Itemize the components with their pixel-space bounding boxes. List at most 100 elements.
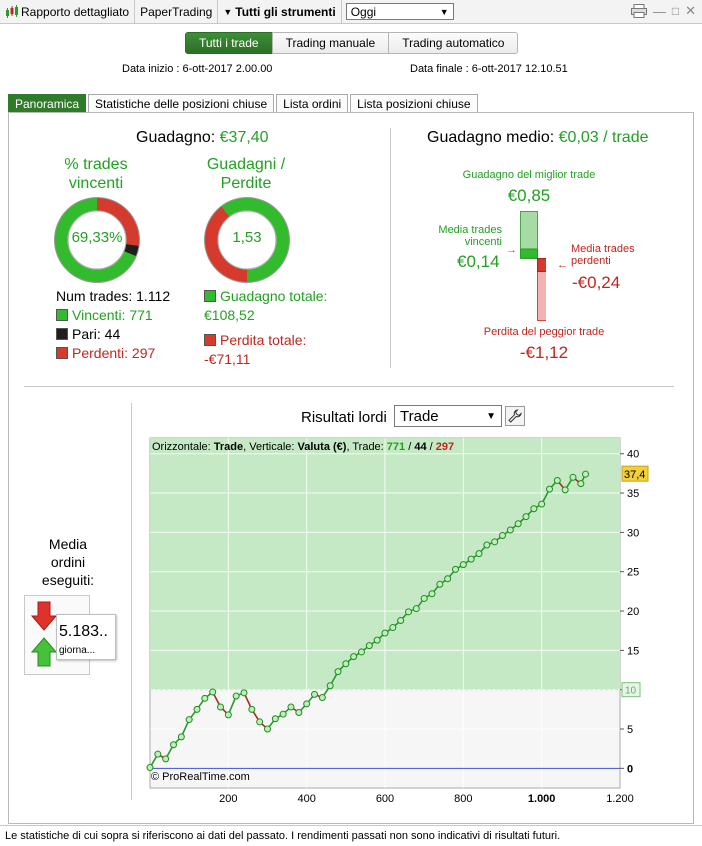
report-menu[interactable]: Rapporto dettagliato xyxy=(0,0,136,24)
avg-orders-label: Media ordini eseguiti: xyxy=(24,535,112,589)
avg-win-label-line1: Media trades xyxy=(438,224,502,236)
chart-header-sep2: / xyxy=(427,441,436,453)
instruments-label: Tutti gli strumenti xyxy=(235,4,336,19)
chart-header-winners: 771 xyxy=(387,441,405,453)
disclaimer-footer: Le statistiche di cui sopra si riferisco… xyxy=(0,825,702,846)
trade-point xyxy=(412,605,420,613)
report-label: Rapporto dettagliato xyxy=(21,4,130,19)
threshold-badge-bg xyxy=(621,682,641,698)
trade-point xyxy=(318,694,326,702)
account-selector[interactable]: PaperTrading xyxy=(135,0,219,24)
chart-header-mid: , Verticale: xyxy=(243,441,297,453)
tab-closed-positions-stats[interactable]: Statistiche delle posizioni chiuse xyxy=(88,94,275,112)
results-dropdown[interactable]: Trade ▼ xyxy=(394,405,502,427)
trade-point xyxy=(381,629,389,637)
chart-left-divider xyxy=(131,403,132,800)
auto-trading-button[interactable]: Trading automatico xyxy=(388,32,519,54)
x-tick-label: 600 xyxy=(376,793,394,804)
best-trade-value: €0,85 xyxy=(507,186,551,205)
trade-point xyxy=(420,594,428,602)
trade-point xyxy=(444,575,452,583)
gain-loss-title-line2: Perdite xyxy=(220,175,272,192)
win-rate-title: % trades vincenti xyxy=(50,155,142,193)
threshold-badge: 10 xyxy=(621,682,641,698)
gain-loss-donut xyxy=(204,197,290,283)
trade-counts: Num trades: 1.112 Vincenti: 771 Pari: 44… xyxy=(56,287,170,363)
gain-value: €37,40 xyxy=(219,129,269,146)
tab-bar: Panoramica Statistiche delle posizioni c… xyxy=(8,94,480,112)
losers-count: Perdenti: 297 xyxy=(72,345,156,361)
trade-point xyxy=(459,561,467,569)
trade-point xyxy=(514,520,522,528)
caret-down-icon: ▼ xyxy=(223,6,233,17)
trade-point xyxy=(491,538,499,546)
win-rate-title-line2: vincenti xyxy=(68,175,124,192)
all-trades-button[interactable]: Tutti i trade xyxy=(185,32,273,54)
win-rate-donut xyxy=(54,197,140,283)
trade-point xyxy=(287,703,295,711)
manual-trading-button[interactable]: Trading manuale xyxy=(271,32,390,54)
last-value-badge: 37,4 xyxy=(621,465,649,482)
winners-row: Vincenti: 771 xyxy=(56,306,170,325)
trade-point xyxy=(452,565,459,573)
total-gain-row: Guadagno totale: xyxy=(204,287,327,306)
trade-point xyxy=(256,718,264,726)
instruments-dropdown[interactable]: ▼ Tutti gli strumenti xyxy=(218,0,342,24)
total-gain-value: €108,52 xyxy=(204,307,255,323)
tab-overview[interactable]: Panoramica xyxy=(8,94,87,112)
winners-swatch xyxy=(56,309,68,321)
section-divider xyxy=(390,128,391,368)
y-tick-label: 5 xyxy=(627,724,633,736)
trade-point xyxy=(232,692,240,700)
trade-point xyxy=(326,682,334,690)
chart-settings-button[interactable] xyxy=(505,406,525,426)
trade-point xyxy=(154,750,162,758)
period-dropdown[interactable]: Oggi ▼ xyxy=(345,3,454,20)
trade-point xyxy=(436,580,444,588)
minimize-icon[interactable]: — xyxy=(652,3,666,19)
maximize-icon[interactable]: □ xyxy=(671,4,680,18)
trade-point xyxy=(530,505,538,513)
period-value: Oggi xyxy=(350,4,377,19)
avg-orders-box: 5.183.. giorna... xyxy=(56,614,116,660)
trade-point xyxy=(193,705,201,713)
last-value-badge-label: 37,4 xyxy=(624,469,645,481)
trade-point xyxy=(162,755,170,763)
trade-point xyxy=(506,526,514,534)
trade-point xyxy=(405,608,412,616)
winners-count: Vincenti: 771 xyxy=(72,307,153,323)
trade-point xyxy=(185,716,193,724)
close-icon[interactable]: ✕ xyxy=(685,3,696,18)
avg-orders-label-line1: Media xyxy=(48,536,88,552)
tab-closed-positions-list[interactable]: Lista posizioni chiuse xyxy=(350,94,478,112)
trade-point xyxy=(389,624,397,632)
dropdown-arrow-icon: ▼ xyxy=(439,6,449,17)
trade-point xyxy=(224,711,232,719)
avg-loss-label: Media trades perdenti xyxy=(571,243,635,267)
trade-point xyxy=(209,688,217,696)
avg-orders-value: 5.183.. xyxy=(59,623,108,640)
trade-type-switch: Tutti i trade Trading manuale Trading au… xyxy=(185,32,519,54)
even-swatch xyxy=(56,328,68,340)
trade-point xyxy=(553,476,561,484)
print-icon[interactable] xyxy=(630,4,647,18)
y-tick-label: 15 xyxy=(627,645,639,657)
trade-point xyxy=(303,700,311,708)
tab-orders-list[interactable]: Lista ordini xyxy=(276,94,349,112)
win-rate-title-line1: % trades xyxy=(64,156,128,173)
total-loss-label: Perdita totale: xyxy=(220,332,307,348)
worst-trade-label: Perdita del peggior trade xyxy=(483,326,605,338)
end-date: Data finale : 6-ott-2017 12.10.51 xyxy=(410,63,568,75)
threshold-badge-label: 10 xyxy=(625,686,637,697)
trade-point xyxy=(342,660,350,668)
avg-gain-header: Guadagno medio: €0,03 / trade xyxy=(427,129,649,147)
trade-point xyxy=(569,473,577,481)
trade-point xyxy=(397,616,405,624)
chart-header-horizontal: Trade xyxy=(214,441,243,453)
trade-point xyxy=(561,486,569,494)
trade-point xyxy=(240,689,248,697)
avg-orders-label-line3: eseguiti: xyxy=(41,572,95,588)
trade-point xyxy=(358,648,365,656)
trade-point xyxy=(499,532,506,540)
